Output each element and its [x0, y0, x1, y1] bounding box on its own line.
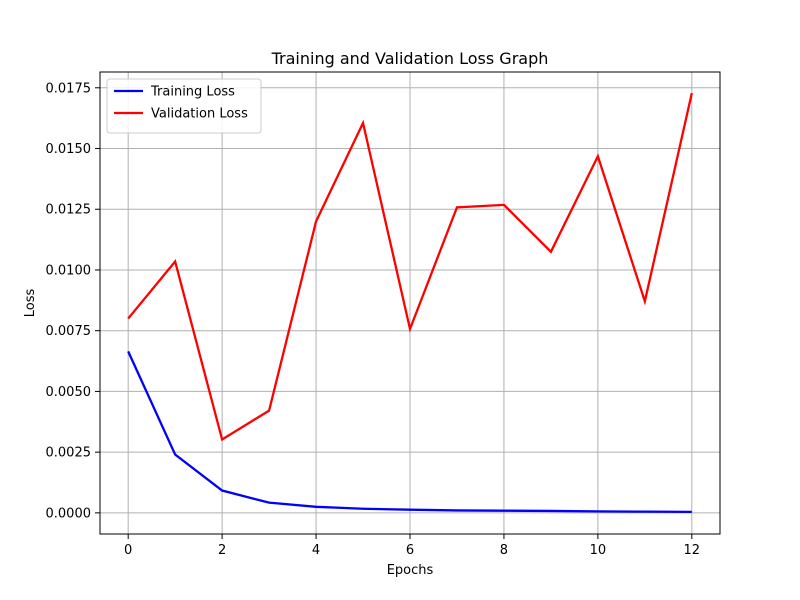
x-tick-label: 6: [406, 543, 414, 558]
y-axis-label: Loss: [23, 289, 38, 318]
y-tick-label: 0.0100: [46, 263, 92, 278]
x-axis-ticks: 0 2 4 6 8 10 12: [124, 534, 700, 558]
x-axis-label: Epochs: [387, 563, 434, 578]
y-tick-label: 0.0175: [46, 81, 92, 96]
y-tick-label: 0.0125: [46, 203, 92, 218]
x-tick-label: 2: [218, 543, 226, 558]
y-axis-ticks: 0.0000 0.0025 0.0050 0.0075 0.0100 0.0125 0.01…: [46, 81, 100, 521]
series-lines: [127, 92, 693, 514]
y-tick-label: 0.0000: [46, 506, 92, 521]
x-tick-label: 10: [590, 543, 607, 558]
x-tick-label: 12: [684, 543, 701, 558]
y-tick-label: 0.0075: [46, 324, 92, 339]
validation-loss-line: [127, 92, 693, 442]
x-tick-label: 4: [312, 543, 320, 558]
y-tick-label: 0.0025: [46, 446, 92, 461]
legend-label-training-loss: Training Loss: [150, 85, 235, 100]
training-loss-line: [127, 350, 692, 514]
y-tick-label: 0.0050: [46, 385, 92, 400]
x-tick-label: 8: [500, 543, 508, 558]
legend-label-validation-loss: Validation Loss: [151, 107, 248, 122]
legend: Training Loss Validation Loss: [106, 78, 262, 134]
legend-box: [106, 78, 262, 134]
y-tick-label: 0.0150: [46, 142, 92, 157]
chart-title: Training and Validation Loss Graph: [271, 49, 549, 68]
x-tick-label: 0: [124, 543, 132, 558]
